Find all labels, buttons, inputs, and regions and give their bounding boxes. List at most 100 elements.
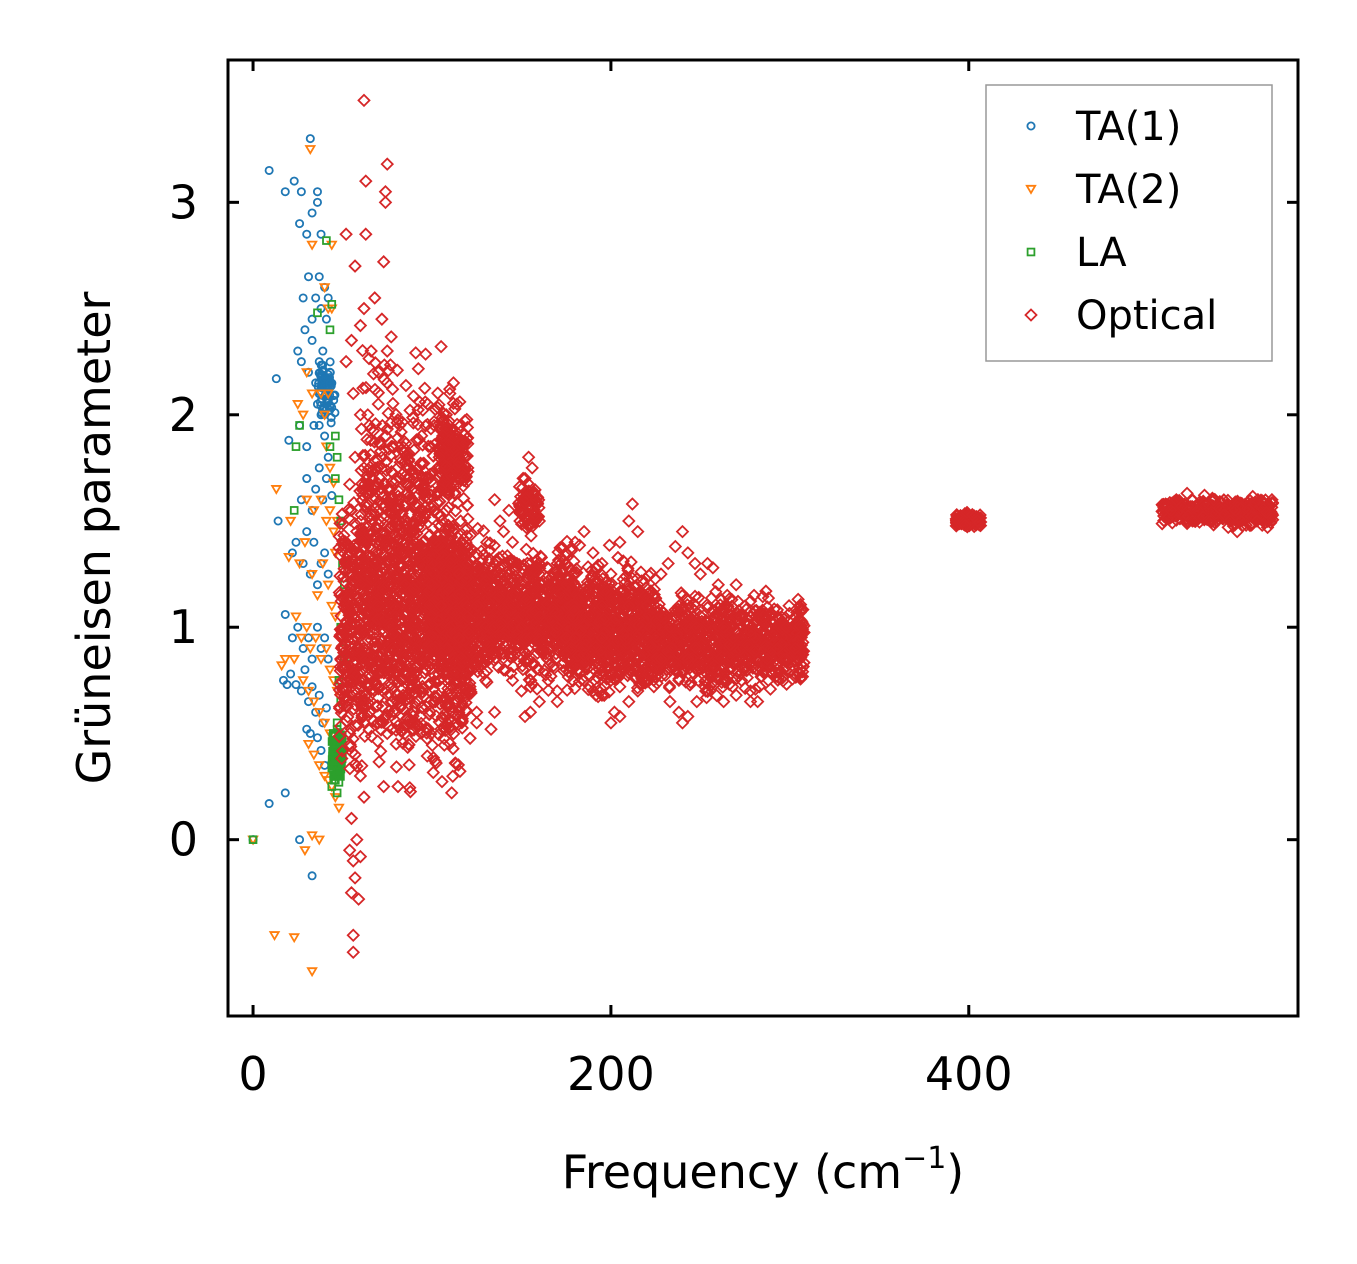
data-point-optical (346, 732, 360, 746)
data-point-optical (441, 438, 456, 452)
data-point-optical (442, 488, 456, 502)
data-point-optical (359, 380, 373, 395)
data-point-la (332, 788, 342, 798)
data-point-optical (399, 378, 413, 393)
data-point-la (295, 421, 304, 430)
data-point-optical (362, 604, 377, 618)
data-point-ta-2 (304, 644, 317, 655)
data-point-optical (452, 691, 466, 705)
data-point-ta-2 (324, 665, 336, 676)
data-point-optical (434, 571, 449, 586)
data-point-optical (581, 593, 595, 608)
data-point-optical (496, 601, 511, 616)
data-point-optical (354, 477, 369, 491)
data-point-ta-1 (321, 703, 331, 713)
data-point-optical (357, 626, 371, 641)
data-point-optical (394, 697, 408, 712)
data-point-optical (357, 693, 371, 707)
data-point-ta-1 (309, 537, 319, 547)
data-point-optical (476, 524, 491, 538)
data-point-ta-1 (295, 835, 305, 845)
data-point-ta-2 (318, 283, 331, 294)
data-point-optical (333, 687, 348, 702)
data-point-ta-2 (283, 553, 295, 563)
data-point-optical (627, 609, 642, 623)
data-point-optical (424, 639, 438, 653)
data-point-optical (526, 583, 540, 598)
data-point-ta-1 (323, 654, 333, 664)
data-point-optical (455, 470, 470, 485)
data-point-optical (420, 397, 435, 411)
data-point-optical (500, 548, 515, 563)
data-point-ta-1 (321, 474, 331, 484)
data-point-optical (363, 433, 378, 448)
data-point-optical (442, 606, 457, 620)
data-point-optical (374, 481, 389, 496)
data-point-optical (593, 612, 608, 626)
data-point-optical (418, 347, 433, 361)
data-point-optical (411, 361, 426, 376)
data-point-optical (409, 577, 423, 592)
data-point-optical (407, 582, 421, 596)
data-point-optical (444, 551, 459, 566)
data-point-ta-2 (290, 612, 302, 623)
data-point-optical (471, 585, 485, 600)
data-point-optical (374, 715, 389, 730)
data-point-optical (633, 650, 648, 665)
data-point-optical (384, 330, 398, 344)
data-point-optical (402, 781, 417, 795)
data-point-optical (506, 597, 520, 612)
data-point-optical (528, 604, 543, 619)
data-point-ta-2 (295, 633, 308, 644)
data-point-optical (566, 610, 580, 624)
data-point-optical (358, 498, 372, 512)
data-point-optical (354, 508, 368, 522)
data-point-optical (333, 628, 348, 642)
data-point-ta-1 (320, 431, 330, 441)
data-point-optical (571, 662, 585, 677)
data-point-optical (359, 687, 374, 702)
data-point-ta-1 (296, 187, 306, 197)
data-point-optical (418, 419, 433, 433)
data-point-ta-1 (330, 408, 340, 418)
data-point-optical (417, 490, 432, 504)
data-point-optical (529, 553, 544, 567)
data-point-optical (575, 591, 589, 606)
data-point-ta-1 (289, 176, 299, 186)
data-point-ta-1 (305, 134, 315, 144)
data-point-optical (506, 616, 521, 630)
data-point-ta-1 (282, 680, 292, 690)
data-point-optical (342, 477, 357, 492)
data-point-optical (357, 708, 371, 723)
data-point-optical (385, 572, 399, 587)
data-point-optical (375, 580, 390, 595)
data-point-ta-1 (286, 669, 296, 679)
data-point-ta-2 (326, 601, 338, 612)
data-point-optical (400, 740, 415, 755)
data-point-optical (356, 381, 370, 395)
data-point-optical (441, 596, 455, 611)
data-point-optical (346, 632, 361, 646)
data-point-optical (642, 608, 656, 623)
data-point-optical (335, 661, 349, 676)
data-point-optical (347, 588, 362, 602)
data-point-optical (524, 529, 538, 543)
data-point-optical (504, 650, 519, 665)
data-point-optical (426, 750, 441, 765)
data-point-ta-1 (320, 633, 330, 643)
data-point-ta-1 (284, 435, 294, 445)
data-point-ta-1 (314, 463, 324, 473)
data-point-optical (445, 605, 459, 620)
data-point-optical (426, 695, 441, 709)
data-point-optical (487, 576, 502, 591)
data-point-optical (397, 649, 412, 664)
data-point-optical (377, 358, 392, 372)
data-point-optical (439, 568, 454, 582)
data-point-optical (373, 437, 387, 451)
data-point-optical (383, 449, 397, 463)
data-point-optical (430, 386, 445, 400)
data-point-optical (366, 367, 381, 381)
data-point-ta-1 (314, 357, 324, 367)
data-point-ta-2 (306, 389, 318, 400)
data-point-ta-2 (297, 676, 309, 687)
